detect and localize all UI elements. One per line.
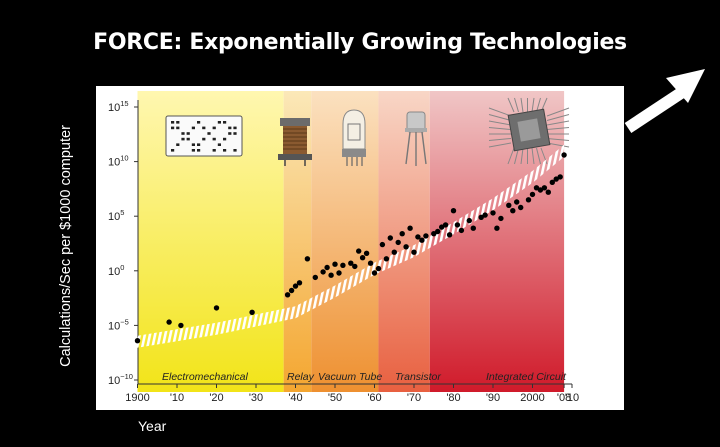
data-point	[367, 260, 374, 266]
data-point	[387, 235, 393, 241]
x-tick-label: 2000	[520, 392, 544, 404]
era-label-4: Transistor	[395, 371, 441, 383]
punch-card-icon	[165, 115, 243, 157]
x-tick-label: '10	[565, 392, 579, 404]
data-point	[379, 241, 386, 248]
x-tick-label: '70	[407, 392, 421, 404]
data-point	[518, 204, 524, 211]
data-point	[336, 270, 342, 276]
data-point	[423, 233, 429, 239]
data-point	[557, 174, 563, 180]
microchip-icon	[488, 97, 570, 165]
data-point	[494, 225, 500, 231]
data-point	[419, 237, 425, 243]
data-point	[292, 283, 299, 289]
data-point	[312, 274, 318, 281]
data-point	[324, 264, 330, 271]
era-label-5: Integrated Circuit	[486, 371, 567, 383]
data-point	[549, 179, 555, 185]
x-axis-label: Year	[138, 418, 167, 434]
data-point	[304, 256, 311, 262]
era-label-3: Vacuum Tube	[318, 371, 382, 383]
data-point	[458, 227, 465, 234]
data-points	[134, 152, 567, 344]
data-point	[296, 280, 303, 286]
data-point	[134, 338, 141, 344]
data-point	[348, 260, 354, 266]
data-point	[178, 322, 184, 329]
data-point	[213, 305, 220, 311]
data-point	[498, 215, 504, 222]
data-point	[288, 287, 295, 294]
data-point	[340, 262, 346, 268]
data-point	[529, 191, 536, 198]
relay-icon	[278, 118, 312, 166]
data-point	[352, 263, 358, 270]
data-point	[320, 269, 326, 275]
data-point	[411, 249, 417, 255]
data-point	[403, 244, 409, 250]
x-tick-label: '30	[249, 392, 263, 404]
data-point	[537, 187, 544, 193]
data-point	[407, 225, 413, 231]
slide-title: FORCE: Exponentially Growing Technologie…	[93, 30, 627, 55]
data-point	[553, 176, 559, 182]
x-tick-label: '80	[446, 392, 460, 404]
continuation-arrow-icon	[624, 69, 705, 134]
data-point	[482, 212, 488, 218]
era-icons	[165, 97, 570, 166]
era-label-2: Relay	[287, 371, 315, 383]
data-point	[454, 222, 461, 228]
data-point	[363, 250, 370, 256]
transistor-icon	[405, 111, 427, 166]
x-tick-label: '50	[328, 392, 342, 404]
data-point	[545, 189, 551, 195]
data-point	[359, 255, 366, 261]
data-point	[249, 309, 255, 315]
x-tick-label: '60	[367, 392, 381, 404]
data-point	[525, 197, 532, 203]
data-point	[466, 217, 472, 224]
era-labels: Electromechanical Relay Vacuum Tube Transis…	[162, 371, 567, 383]
x-tick-label: '40	[288, 392, 302, 404]
data-point	[328, 272, 334, 278]
x-tick-label: '08	[557, 392, 571, 404]
data-point	[450, 208, 457, 214]
data-point	[561, 152, 567, 158]
y-axis-label: Calculations/Sec per $1000 computer	[58, 125, 74, 367]
data-point	[356, 248, 362, 254]
data-point	[470, 225, 476, 231]
data-point	[514, 199, 520, 205]
era-label-1: Electromechanical	[162, 371, 248, 383]
data-point	[446, 232, 453, 238]
data-point	[399, 231, 405, 237]
data-point	[506, 202, 512, 208]
data-point	[435, 228, 441, 235]
x-tick-label: '90	[486, 392, 500, 404]
x-tick-label: '10	[170, 392, 184, 404]
vacuum-tube-icon	[342, 109, 366, 166]
data-point	[490, 210, 496, 216]
data-point	[510, 208, 516, 214]
data-point	[371, 270, 378, 276]
data-point	[442, 222, 449, 228]
data-point	[391, 249, 397, 255]
data-point	[166, 319, 172, 325]
data-point	[375, 265, 382, 272]
x-tick-label: '20	[209, 392, 223, 404]
data-point	[415, 234, 421, 240]
data-point	[541, 185, 548, 191]
data-point	[332, 261, 338, 267]
data-point	[383, 256, 390, 262]
data-point	[284, 292, 291, 298]
x-tick-label: 1900	[125, 392, 149, 404]
data-point	[395, 239, 401, 246]
